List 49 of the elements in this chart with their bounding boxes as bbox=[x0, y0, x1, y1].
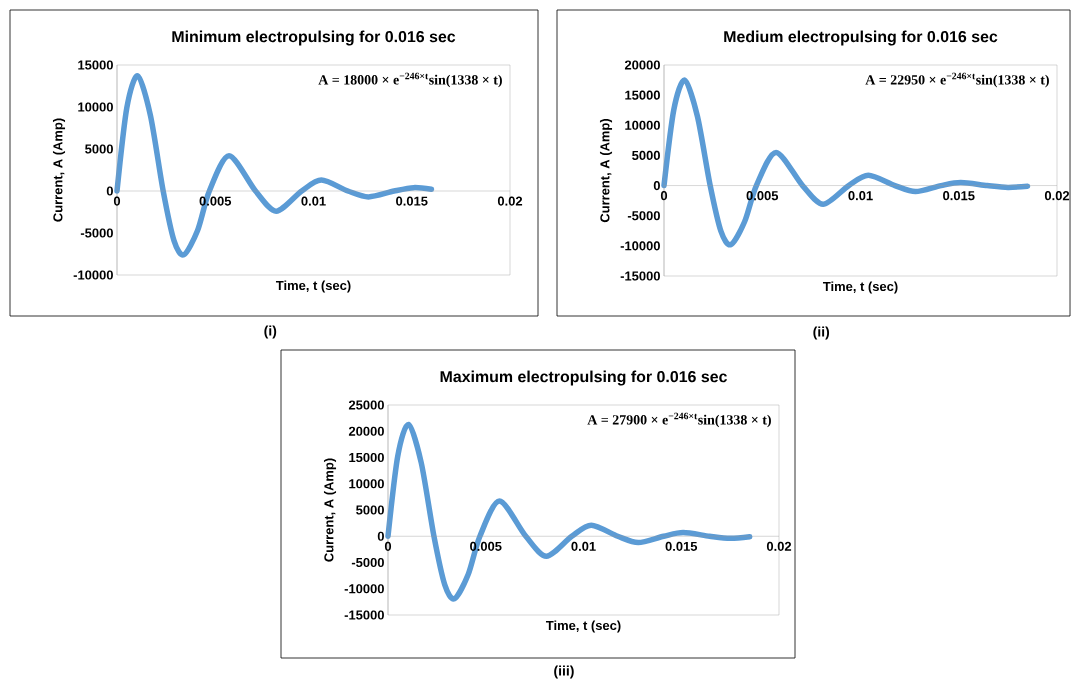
x-tick-label: 0.01 bbox=[301, 196, 326, 206]
x-tick-label: 0.015 bbox=[396, 196, 428, 206]
y-axis-title: Current, A (Amp) bbox=[599, 119, 613, 223]
y-tick-label: 5000 bbox=[356, 505, 384, 515]
x-tick-label: 0.02 bbox=[1044, 191, 1070, 201]
x-axis-title: Time, t (sec) bbox=[822, 281, 898, 294]
chart-title: Maximum electropulsing for 0.016 sec bbox=[440, 370, 727, 386]
x-axis-title: Time, t (sec) bbox=[275, 280, 351, 293]
annotation: A = 22950 × e$^{−246×t}$sin(1338 × t) bbox=[865, 72, 1049, 88]
x-tick-label: 0.01 bbox=[848, 191, 873, 201]
chart-title: Medium electropulsing for 0.016 sec bbox=[724, 30, 998, 46]
y-tick-label: 0 bbox=[653, 180, 660, 191]
x-tick-label: 0 bbox=[113, 196, 121, 206]
y-tick-label: 20000 bbox=[624, 60, 660, 70]
y-tick-label: 15000 bbox=[625, 90, 660, 100]
x-tick-label: 0.02 bbox=[497, 196, 523, 206]
y-axis-title: Current, A (Amp) bbox=[323, 458, 337, 562]
x-tick-label: 0.015 bbox=[943, 191, 975, 201]
x-tick-label: 0.015 bbox=[665, 541, 698, 551]
y-tick-label: -10000 bbox=[620, 241, 660, 251]
y-tick-label: 15000 bbox=[78, 60, 113, 70]
y-tick-label: 0 bbox=[377, 531, 384, 541]
y-tick-label: 10000 bbox=[349, 479, 384, 489]
x-tick-label: 0 bbox=[384, 541, 392, 551]
y-tick-label: -5000 bbox=[351, 557, 384, 568]
y-tick-label: -15000 bbox=[620, 271, 660, 281]
text: (i) bbox=[264, 325, 277, 339]
y-tick-label: 25000 bbox=[348, 400, 384, 410]
y-tick-label: -5000 bbox=[80, 228, 113, 238]
y-tick-label: 15000 bbox=[349, 452, 384, 463]
y-axis-title: Current, A (Amp) bbox=[52, 118, 66, 222]
y-tick-label: -15000 bbox=[344, 610, 384, 620]
annotation: A = 18000 × e$^{−246×t}$sin(1338 × t) bbox=[318, 72, 502, 88]
y-tick-label: 5000 bbox=[85, 144, 113, 154]
text: (ii) bbox=[813, 326, 830, 340]
annotation: A = 27900 × e$^{−246×t}$sin(1338 × t) bbox=[587, 412, 771, 428]
text: (iii) bbox=[554, 665, 574, 679]
y-tick-label: -10000 bbox=[344, 584, 384, 594]
y-tick-label: 5000 bbox=[632, 150, 660, 161]
y-tick-label: 20000 bbox=[348, 426, 384, 436]
y-tick-label: -10000 bbox=[73, 270, 113, 280]
y-tick-label: -5000 bbox=[627, 211, 660, 221]
x-tick-label: 0.01 bbox=[571, 541, 596, 551]
x-tick-label: 0 bbox=[660, 191, 668, 201]
x-tick-label: 0.02 bbox=[766, 541, 792, 551]
y-tick-label: 10000 bbox=[625, 120, 660, 130]
y-tick-label: 10000 bbox=[78, 102, 113, 112]
x-axis-title: Time, t (sec) bbox=[545, 620, 621, 633]
chart-title: Minimum electropulsing for 0.016 sec bbox=[172, 30, 456, 46]
